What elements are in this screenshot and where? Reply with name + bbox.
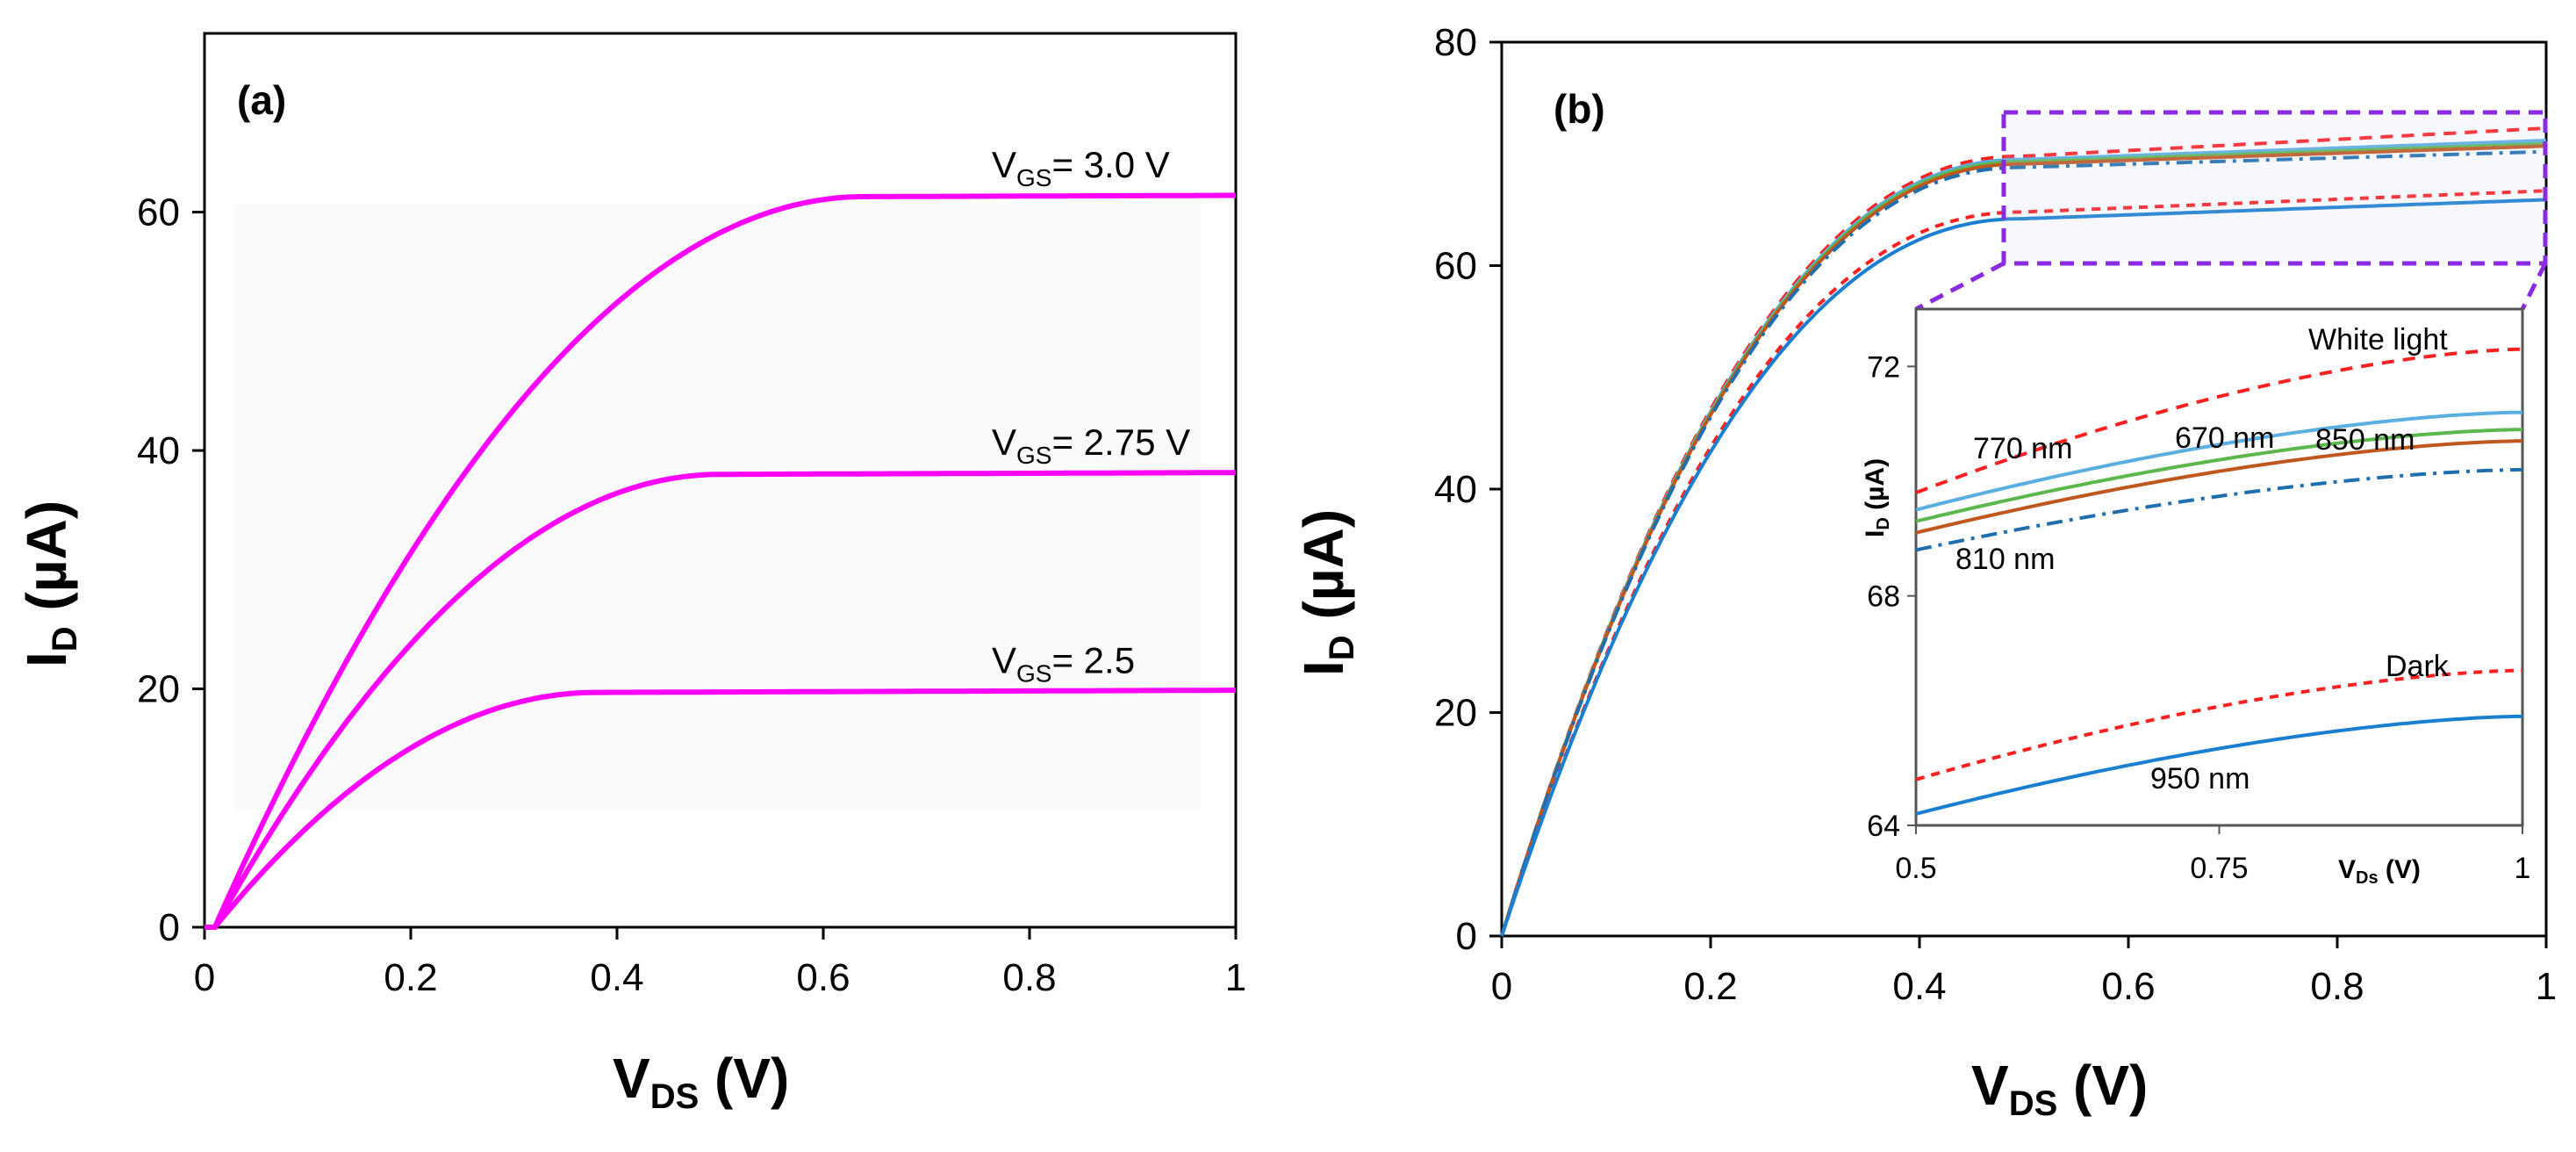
panel-a-x-axis-label: VDS (V) — [613, 1047, 789, 1116]
inset-label-950nm: 950 nm — [2150, 762, 2250, 796]
inset-label-850nm: 850 nm — [2315, 423, 2415, 457]
panel-b-series — [1500, 126, 2547, 937]
inset-x-axis-label: VDs (V) — [2338, 855, 2421, 888]
inset-x-ticks: 0.5 0.75 1 — [1895, 825, 2530, 885]
inset-label-dark: Dark — [2386, 650, 2450, 683]
main-curve — [1500, 189, 2547, 937]
main-curve — [1500, 144, 2547, 937]
inset-y-tick-label: 68 — [1867, 580, 1900, 614]
y-tick-label: 60 — [1434, 245, 1477, 288]
x-tick-label: 0.6 — [2101, 965, 2155, 1008]
panel-b-y-ticks: 0 20 40 60 80 — [1434, 21, 1502, 958]
x-tick-label: 0.4 — [1892, 965, 1946, 1008]
x-tick-label: 0 — [1491, 965, 1512, 1008]
x-tick-label: 1 — [2536, 965, 2557, 1008]
inset-label-770nm: 770 nm — [1973, 432, 2072, 465]
panel-b-y-axis-label: ID (µA) — [1292, 509, 1361, 676]
vgs-label: VGS= 2.5 — [992, 640, 1135, 688]
y-tick-label: 20 — [137, 668, 180, 711]
zoom-connector-left — [1914, 261, 2006, 312]
inset-curve — [1915, 714, 2522, 816]
x-tick-label: 0.6 — [796, 956, 850, 999]
inset-plot-area — [1914, 307, 2524, 827]
inset-y-ticks: 64 68 72 — [1867, 350, 1916, 843]
panel-a-label: (a) — [237, 77, 286, 123]
inset-y-axis-label: ID (µA) — [1861, 458, 1893, 537]
inset-label-670nm: 670 nm — [2175, 421, 2274, 455]
inset-x-tick-label: 0.75 — [2190, 852, 2248, 885]
x-tick-label: 0.4 — [590, 956, 643, 999]
panel-b-x-ticks: 0 0.2 0.4 0.6 0.8 1 — [1491, 936, 2557, 1008]
inset-curve — [1915, 410, 2523, 512]
inset-series — [1915, 347, 2523, 816]
chart-panel-a: 0 20 40 60 0 0.2 0.4 0.6 0.8 1 VGS= 3.0 V VGS= 2.… — [15, 32, 1246, 1116]
inset-curve — [1915, 439, 2522, 535]
vgs-curve — [205, 688, 1236, 930]
y-tick-label: 80 — [1434, 21, 1477, 64]
x-tick-label: 0.2 — [1683, 965, 1737, 1008]
vgs-label: VGS= 3.0 V — [992, 144, 1170, 191]
x-tick-label: 0.2 — [384, 956, 437, 999]
vgs-curve — [205, 192, 1236, 930]
main-curve — [1500, 149, 2547, 937]
inset-y-tick-label: 64 — [1867, 810, 1900, 843]
y-tick-label: 60 — [137, 191, 180, 234]
y-tick-label: 40 — [1434, 468, 1477, 511]
panel-a-series-labels: VGS= 3.0 V VGS= 2.75 V VGS= 2.5 — [992, 144, 1190, 688]
inset-label-white-light: White light — [2308, 323, 2448, 356]
inset-x-tick-label: 1 — [2515, 852, 2531, 885]
y-tick-label: 0 — [1456, 915, 1477, 958]
panel-a-series — [205, 192, 1236, 930]
inset-y-tick-label: 72 — [1867, 350, 1900, 384]
panel-a-shading — [235, 204, 1201, 810]
x-tick-label: 0 — [194, 956, 215, 999]
inset-x-tick-label: 0.5 — [1895, 852, 1936, 885]
zoom-connector-right — [2520, 262, 2548, 311]
x-tick-label: 1 — [1225, 956, 1246, 999]
panel-a-y-axis-label: ID (µA) — [15, 500, 84, 667]
main-curve — [1500, 198, 2547, 937]
inset-curve — [1915, 467, 2523, 552]
y-tick-label: 40 — [137, 429, 180, 472]
inset-curve — [1915, 347, 2523, 494]
panel-b-x-axis-label: VDS (V) — [1971, 1054, 2148, 1123]
panel-a-x-ticks: 0 0.2 0.4 0.6 0.8 1 — [194, 927, 1246, 999]
inset-curve — [1915, 428, 2523, 523]
chart-panel-b: 0 20 40 60 80 0 0.2 0.4 0.6 0.8 1 (b) VDS (V) ID … — [1292, 21, 2557, 1123]
inset-label-810nm: 810 nm — [1955, 543, 2055, 576]
x-tick-label: 0.8 — [1002, 956, 1056, 999]
y-tick-label: 20 — [1434, 692, 1477, 735]
vgs-curve — [205, 470, 1236, 930]
panel-b-label: (b) — [1553, 86, 1605, 132]
panel-b-inset: 64 68 72 0.5 0.75 1 White light 770 nm 670 n… — [1861, 307, 2530, 888]
vgs-label: VGS= 2.75 V — [992, 421, 1190, 469]
panel-a-y-ticks: 0 20 40 60 — [137, 191, 205, 949]
y-tick-label: 0 — [159, 906, 180, 949]
x-tick-label: 0.8 — [2310, 965, 2364, 1008]
zoom-region-box — [2001, 110, 2548, 266]
